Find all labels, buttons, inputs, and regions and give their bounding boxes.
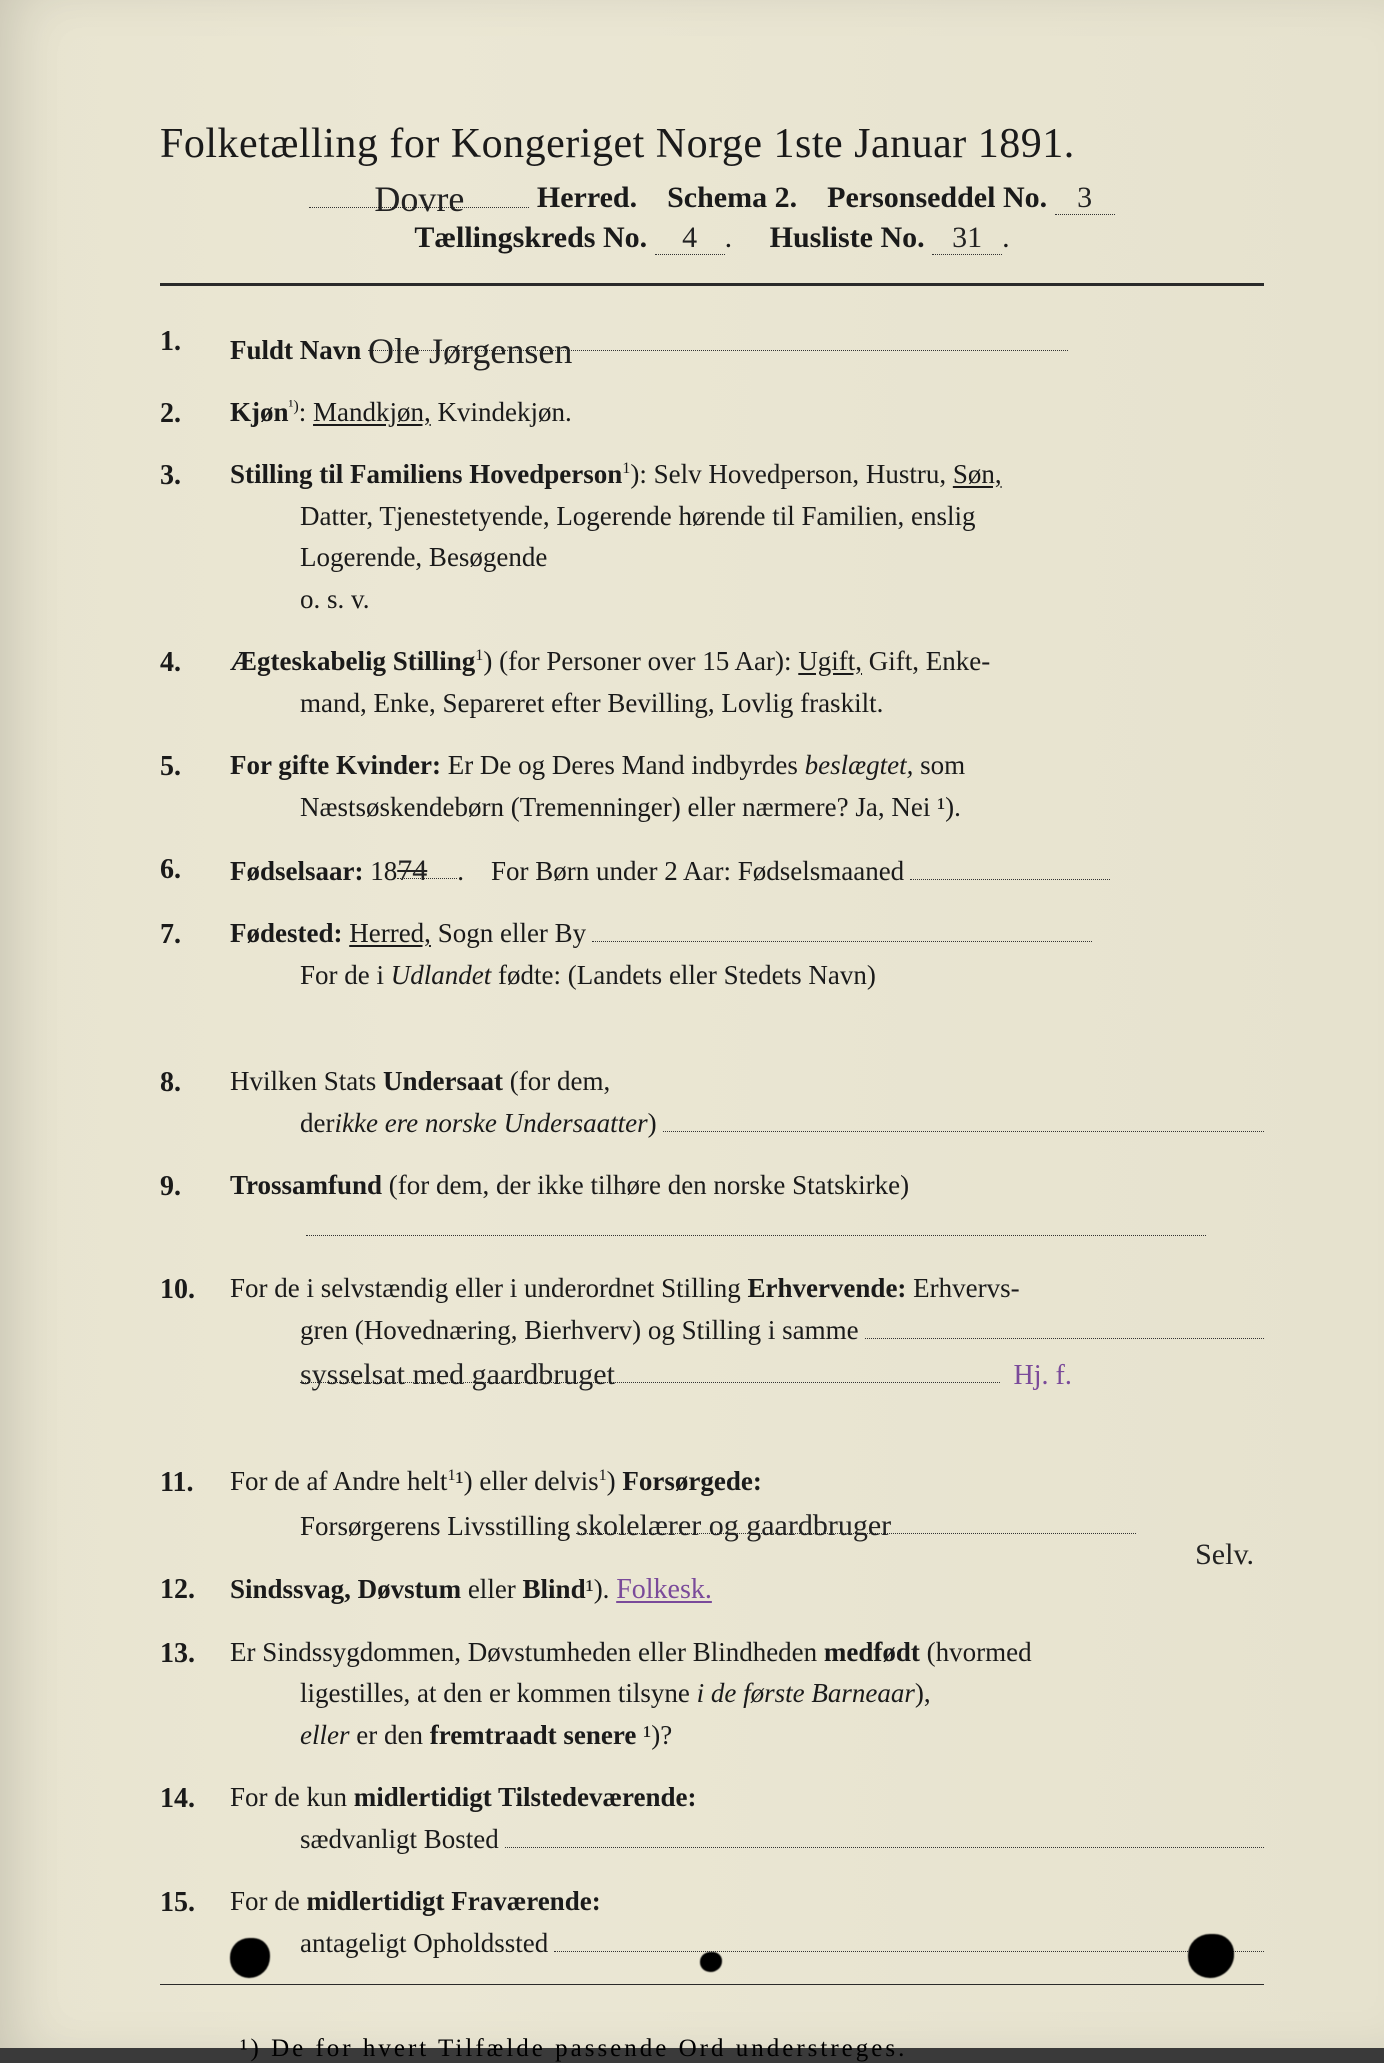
item-6-label: Fødselsaar: [230,856,363,886]
herred-value: Dovre [374,179,464,219]
item-12-label: Sindssvag, Døvstum [230,1574,461,1604]
item-12: 12. Sindssvag, Døvstum eller Blind¹). Fo… [160,1568,1264,1611]
item-3-label: Stilling til Familiens Hovedperson [230,459,622,489]
item-1-label: Fuldt Navn [230,335,361,365]
divider-bottom [160,1984,1264,1985]
marital-underlined: Ugift, [798,646,862,676]
item-14: 14. For de kun midlertidigt Tilstedevære… [160,1777,1264,1861]
kreds-label: Tællingskreds No. [414,221,647,254]
occupation-value: sysselsat med gaardbruget [300,1358,615,1391]
provider-value: skolelærer og gaardbruger [576,1509,891,1542]
item-10: 10. For de i selvstændig eller i underor… [160,1268,1264,1397]
item-4: 4. Ægteskabelig Stilling1) (for Personer… [160,641,1264,725]
husliste-value: 31 [952,221,982,254]
item-1: 1. Fuldt Navn Ole Jørgensen [160,320,1264,372]
ink-blot-icon [700,1952,722,1972]
item-4-label: Ægteskabelig Stilling [230,646,475,676]
footnote: ¹) De for hvert Tilfælde passende Ord un… [160,2035,1264,2063]
item-2: 2. Kjøn¹): Mandkjøn, Kvindekjøn. [160,392,1264,434]
item-9-label: Trossamfund [230,1170,382,1200]
item-13: 13. Er Sindssygdommen, Døvstumheden elle… [160,1632,1264,1758]
item-5: 5. For gifte Kvinder: Er De og Deres Man… [160,745,1264,829]
herred-label: Herred. [537,181,637,214]
item-5-label: For gifte Kvinder: [230,750,441,780]
item-2-label: Kjøn [230,397,289,427]
fullname-value: Ole Jørgensen [368,331,572,371]
birthplace-underlined: Herred, [349,918,431,948]
census-form-page: Folketælling for Kongeriget Norge 1ste J… [0,0,1384,2048]
birthyear-value: 74 [397,854,427,887]
divider-top [160,283,1264,286]
header-line-2: Tællingskreds No. 4. Husliste No. 31. [160,221,1264,255]
item-6: 6. Fødselsaar: 1874. For Børn under 2 Aa… [160,848,1264,893]
personseddel-value: 3 [1077,181,1092,214]
item-3: 3. Stilling til Familiens Hovedperson1):… [160,454,1264,621]
item-9: 9. Trossamfund (for dem, der ikke tilhør… [160,1165,1264,1249]
occupation-value-2: Hj. f. [1014,1354,1072,1397]
item-8: 8. Hvilken Stats Undersaat (for dem, der… [160,1061,1264,1145]
kreds-value: 4 [682,221,697,254]
item-11: 11. For de af Andre helt1¹) eller delvis… [160,1461,1264,1548]
form-items: 1. Fuldt Navn Ole Jørgensen 2. Kjøn¹): M… [160,320,1264,1964]
personseddel-label: Personseddel No. [827,181,1047,214]
item-7: 7. Fødested: Herred, Sogn eller By For d… [160,913,1264,997]
item-7-label: Fødested: [230,918,342,948]
relation-underlined: Søn, [953,459,1002,489]
husliste-label: Husliste No. [770,221,925,254]
header-line-1: Dovre Herred. Schema 2. Personseddel No.… [160,174,1264,215]
sex-underlined: Mandkjøn, [313,397,431,427]
page-title: Folketælling for Kongeriget Norge 1ste J… [160,120,1264,168]
ink-blot-icon [230,1938,270,1978]
item-12-value: Folkesk. [616,1574,712,1605]
schema-label: Schema 2. [667,181,797,214]
ink-blot-icon [1188,1934,1234,1978]
